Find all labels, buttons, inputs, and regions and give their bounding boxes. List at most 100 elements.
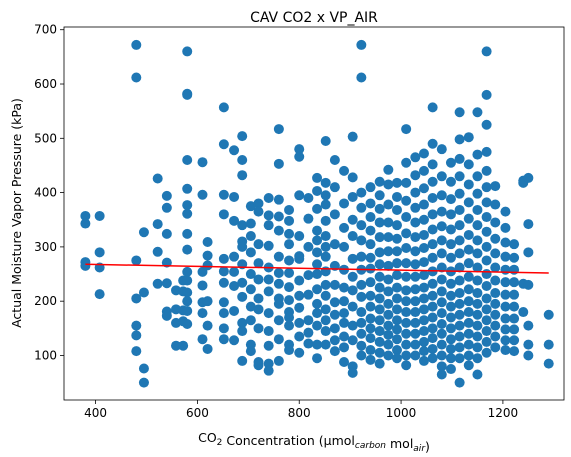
data-point: [401, 307, 412, 318]
data-point: [401, 350, 412, 361]
data-point: [445, 176, 456, 187]
data-point: [472, 320, 483, 331]
data-point: [490, 248, 501, 259]
data-point: [463, 360, 474, 371]
data-point: [229, 280, 240, 291]
data-point: [356, 202, 367, 213]
data-point: [347, 335, 358, 346]
data-point: [427, 176, 438, 187]
data-point: [509, 252, 520, 263]
data-point: [490, 288, 501, 299]
data-point: [418, 326, 429, 337]
data-point: [182, 200, 193, 211]
data-point: [273, 124, 284, 135]
data-point: [463, 159, 474, 170]
data-point: [273, 267, 284, 278]
data-point: [410, 170, 421, 181]
data-point: [365, 225, 376, 236]
data-point: [131, 255, 142, 266]
data-point: [329, 279, 340, 290]
data-point: [237, 317, 248, 328]
y-axis: 100 200 300 400 500 600 700: [34, 23, 64, 362]
data-point: [463, 213, 474, 224]
data-point: [391, 304, 402, 315]
data-point: [303, 193, 314, 204]
data-point: [410, 328, 421, 339]
data-point: [356, 340, 367, 351]
data-point: [339, 222, 350, 233]
data-point: [427, 102, 438, 113]
data-point: [418, 346, 429, 357]
data-point: [410, 259, 421, 270]
trend-line: [85, 263, 549, 274]
data-point: [182, 275, 193, 286]
data-point: [329, 323, 340, 334]
data-point: [436, 350, 447, 361]
data-point: [202, 260, 213, 271]
data-point: [418, 165, 429, 176]
data-point: [418, 270, 429, 281]
data-point: [374, 347, 385, 358]
data-point: [202, 250, 213, 261]
x-axis-label: CO2 Concentration (μmolcarbon molair): [198, 430, 430, 454]
data-point: [383, 179, 394, 190]
data-point: [284, 345, 295, 356]
data-point: [294, 317, 305, 328]
data-point: [401, 285, 412, 296]
data-point: [509, 335, 520, 346]
data-point: [445, 209, 456, 220]
data-point: [454, 107, 465, 118]
data-point: [347, 253, 358, 264]
data-point: [509, 264, 520, 275]
data-point: [312, 203, 323, 214]
data-point: [312, 339, 323, 350]
plot-frame: [63, 26, 565, 401]
data-point: [436, 190, 447, 201]
data-point: [418, 355, 429, 366]
data-point: [339, 356, 350, 367]
data-point: [543, 358, 554, 369]
data-point: [320, 251, 331, 262]
data-point: [454, 353, 465, 364]
data-point: [245, 218, 256, 229]
data-point: [356, 328, 367, 339]
data-point: [436, 328, 447, 339]
data-point: [284, 320, 295, 331]
data-point: [312, 353, 323, 364]
data-point: [229, 191, 240, 202]
data-point: [509, 277, 520, 288]
data-point: [490, 309, 501, 320]
data-point: [237, 326, 248, 337]
data-point: [509, 346, 520, 357]
data-point: [401, 157, 412, 168]
data-point: [347, 231, 358, 242]
data-point: [418, 229, 429, 240]
data-point: [543, 339, 554, 350]
data-point: [481, 280, 492, 291]
data-point: [374, 217, 385, 228]
data-point: [523, 247, 534, 258]
data-point: [481, 347, 492, 358]
data-point: [374, 336, 385, 347]
data-point: [320, 136, 331, 147]
data-point: [218, 334, 229, 345]
data-point: [463, 197, 474, 208]
data-point: [445, 157, 456, 168]
data-point: [410, 187, 421, 198]
data-point: [347, 191, 358, 202]
data-point: [339, 342, 350, 353]
data-point: [356, 72, 367, 83]
data-point: [472, 107, 483, 118]
data-point: [436, 274, 447, 285]
data-point: [410, 246, 421, 257]
data-point: [463, 350, 474, 361]
data-point: [454, 377, 465, 388]
data-point: [182, 305, 193, 316]
data-point: [320, 326, 331, 337]
data-point: [320, 215, 331, 226]
data-point: [131, 320, 142, 331]
data-point: [472, 275, 483, 286]
y-tick-label: 500: [34, 131, 57, 145]
data-point: [273, 211, 284, 222]
x-tick-label: 1200: [488, 406, 519, 420]
